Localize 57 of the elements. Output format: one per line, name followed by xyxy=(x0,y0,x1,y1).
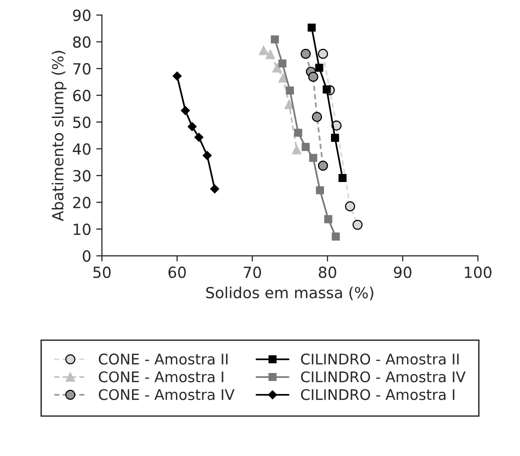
point xyxy=(312,112,322,122)
y-tick-label: 80 xyxy=(73,36,90,48)
x-tick-label: 60 xyxy=(168,266,186,278)
point xyxy=(308,24,316,32)
y-tick-label: 50 xyxy=(73,116,90,128)
point xyxy=(330,134,340,142)
y-tick-label: 10 xyxy=(74,224,90,236)
point xyxy=(300,48,311,59)
x-tick-label: 50 xyxy=(93,266,111,278)
point xyxy=(332,232,340,241)
point xyxy=(188,122,197,132)
legend-label: CILINDRO - Amostra I xyxy=(301,389,454,400)
y-tick-label: 0 xyxy=(82,250,90,262)
legend-label: CILINDRO - Amostra II xyxy=(301,354,459,365)
x-tick-label: 80 xyxy=(318,266,336,278)
point xyxy=(302,142,310,151)
x-axis-title: Solidos em massa (%) xyxy=(206,286,374,300)
x-tick-label: 90 xyxy=(394,266,412,278)
point xyxy=(294,128,302,137)
point xyxy=(324,215,332,224)
legend-label: CONE - Amostra IV xyxy=(98,389,235,400)
point xyxy=(258,46,268,56)
point xyxy=(308,72,318,82)
legend-label: CONE - Amostra I xyxy=(98,371,224,382)
point xyxy=(322,85,331,94)
point xyxy=(316,186,324,194)
y-axis-title: Abatimento slump (%) xyxy=(52,50,67,222)
point xyxy=(270,35,279,44)
x-tick-label: 70 xyxy=(244,266,262,278)
point xyxy=(266,50,276,60)
y-tick-label: 60 xyxy=(73,90,90,102)
point xyxy=(278,59,286,68)
point xyxy=(292,144,302,154)
x-tick-label: 100 xyxy=(464,266,492,278)
point xyxy=(284,100,294,110)
point xyxy=(318,48,328,59)
y-tick-label: 90 xyxy=(73,10,90,22)
point xyxy=(352,220,363,230)
point xyxy=(318,160,328,171)
point xyxy=(210,184,220,194)
point xyxy=(344,201,356,212)
point xyxy=(194,132,204,142)
legend-label: CONE - Amostra II xyxy=(98,354,228,365)
point xyxy=(309,154,318,162)
point xyxy=(315,64,324,72)
y-tick-label: 30 xyxy=(73,170,90,182)
point xyxy=(180,106,190,116)
point xyxy=(278,73,288,83)
point xyxy=(272,63,282,72)
y-tick-label: 40 xyxy=(72,143,90,155)
point xyxy=(172,72,182,81)
point xyxy=(286,86,294,95)
point xyxy=(338,174,347,182)
legend-label: CILINDRO - Amostra IV xyxy=(301,371,466,382)
y-tick-label: 20 xyxy=(73,196,90,208)
y-tick-label: 70 xyxy=(73,63,90,75)
point xyxy=(202,151,212,160)
